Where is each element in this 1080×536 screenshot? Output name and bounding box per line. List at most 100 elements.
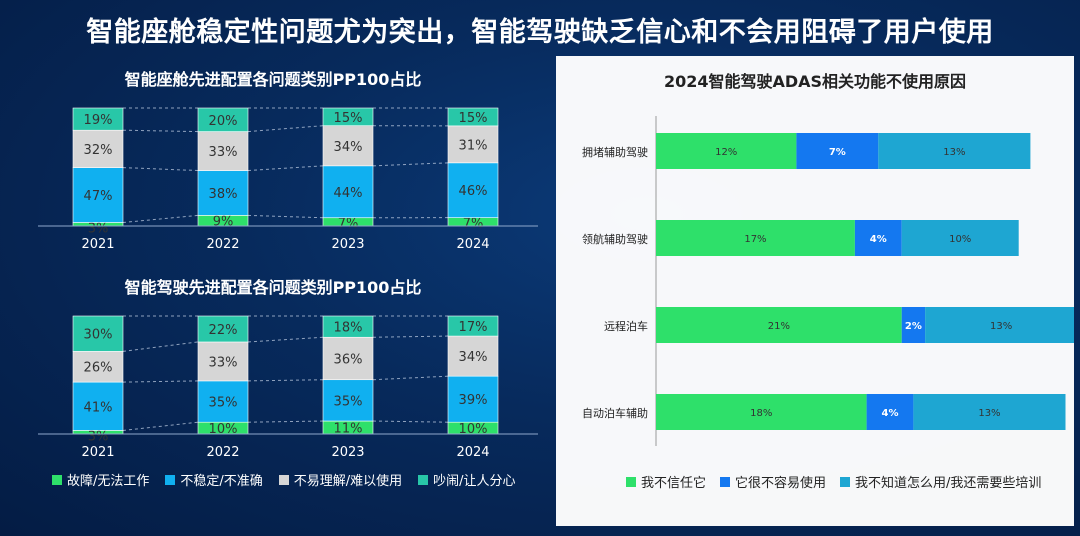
cockpit-connector-line — [247, 214, 324, 219]
legend-label: 不易理解/难以使用 — [293, 474, 403, 489]
adas-stacked-bar-chart: 3% 41% 26% 30% 2021 10% 35% 33% 22% 2022 11% 35% 36%… — [38, 315, 538, 460]
cockpit-connector-line — [247, 165, 324, 172]
cockpit-bar-segment — [72, 107, 124, 131]
legend-swatch — [165, 474, 176, 485]
cockpit-bar-segment — [447, 107, 499, 127]
reasons-bar-segment — [866, 394, 914, 430]
adas-connector-line — [247, 379, 324, 382]
left-panel: 智能座舱先进配置各问题类别PP100占比 3% 47% 32% 19% 2021 9% 38… — [8, 56, 538, 526]
adas-data-label: 22% — [209, 323, 238, 338]
adas-bar-segment — [197, 341, 249, 382]
adas-connector-line — [372, 420, 449, 423]
legend-swatch — [720, 476, 731, 487]
reasons-bar-segment — [878, 133, 1031, 169]
legend-label: 不稳定/不准确 — [180, 474, 263, 489]
legend-swatch — [52, 474, 62, 485]
adas-data-label: 11% — [334, 422, 363, 437]
cockpit-connector-line — [372, 162, 449, 167]
reasons-bar-segment — [913, 394, 1066, 430]
reasons-data-label: 12% — [715, 147, 737, 158]
reasons-data-label: 17% — [744, 234, 766, 245]
reasons-bar-segment — [656, 220, 855, 256]
adas-data-label: 3% — [88, 429, 109, 444]
legend-item-dont-know: 我不知道怎么用/我还需要些培训 — [840, 472, 1041, 491]
cockpit-data-label: 20% — [209, 114, 238, 129]
adas-data-label: 39% — [459, 393, 488, 408]
adas-data-label: 33% — [209, 355, 238, 370]
legend-item-fault: 故障/无法工作 — [52, 470, 149, 489]
cockpit-connector-line — [122, 214, 199, 223]
legend-swatch — [418, 474, 429, 485]
reasons-bar-segment — [854, 220, 902, 256]
cockpit-data-label: 9% — [213, 215, 234, 230]
legend-label: 故障/无法工作 — [67, 474, 150, 489]
legend-swatch — [840, 476, 851, 487]
adas-data-label: 30% — [84, 328, 113, 343]
adas-data-label: 41% — [84, 400, 113, 415]
adas-data-label: 26% — [84, 361, 113, 376]
reasons-bar-segment — [656, 394, 867, 430]
reasons-bar-segment — [925, 307, 1074, 343]
adas-connector-line — [372, 375, 449, 381]
cockpit-x-tick-label: 2023 — [331, 237, 364, 252]
cockpit-data-label: 7% — [338, 217, 359, 232]
adas-connector-line — [122, 380, 199, 383]
adas-x-tick-label: 2021 — [81, 445, 114, 460]
reasons-bar-segment — [901, 220, 1019, 256]
adas-connector-line — [372, 335, 449, 338]
cockpit-data-label: 7% — [463, 217, 484, 232]
adas-x-tick-label: 2023 — [331, 445, 364, 460]
reasons-data-label: 21% — [768, 321, 790, 332]
reasons-data-label: 4% — [870, 234, 887, 245]
reasons-horizontal-bar-chart: 拥堵辅助驾驶 12% 7% 13% 领航辅助驾驶 17% 4% 10% 远程泊车 21% 2% 13%… — [582, 116, 1074, 446]
legend-item-unstable: 不稳定/不准确 — [165, 470, 263, 489]
adas-data-label: 35% — [334, 394, 363, 409]
cockpit-chart-title: 智能座舱先进配置各问题类别PP100占比 — [124, 70, 422, 89]
reasons-bar-segment — [901, 307, 926, 343]
cockpit-x-tick-label: 2024 — [456, 237, 489, 252]
adas-bar-segment — [322, 336, 374, 381]
adas-x-tick-label: 2022 — [206, 445, 239, 460]
cockpit-stacked-bar-chart: 3% 47% 32% 19% 2021 9% 38% 33% 20% 2022 7% 44% 34% 15… — [38, 107, 538, 252]
reasons-data-label: 10% — [949, 234, 971, 245]
cockpit-bar-segment — [447, 125, 499, 164]
reasons-bar-segment — [796, 133, 879, 169]
adas-data-label: 36% — [334, 352, 363, 367]
cockpit-bar-segment — [72, 129, 124, 168]
cockpit-connector-line — [122, 167, 199, 172]
adas-data-label: 35% — [209, 396, 238, 411]
cockpit-x-tick-label: 2021 — [81, 237, 114, 252]
adas-x-tick-label: 2024 — [456, 445, 489, 460]
legend-item-distrust: 我不信任它 — [626, 472, 706, 491]
cockpit-data-label: 3% — [88, 221, 109, 236]
cockpit-data-label: 19% — [84, 113, 113, 128]
reasons-data-label: 13% — [978, 408, 1000, 419]
cockpit-data-label: 33% — [209, 145, 238, 160]
cockpit-data-label: 47% — [84, 189, 113, 204]
reasons-data-label: 7% — [829, 147, 846, 158]
reasons-data-label: 18% — [750, 408, 772, 419]
cockpit-bar-segment — [197, 107, 249, 132]
cockpit-bar-segment — [447, 162, 499, 218]
legend-swatch — [626, 476, 636, 487]
adas-connector-line — [122, 421, 199, 431]
cockpit-bar-segment — [72, 167, 124, 223]
right-panel: 2024智能驾驶ADAS相关功能不使用原因 拥堵辅助驾驶 12% 7% 13% 领航辅助… — [556, 56, 1074, 526]
adas-data-label: 18% — [334, 321, 363, 336]
cockpit-connector-line — [247, 125, 324, 133]
cockpit-data-label: 15% — [334, 111, 363, 126]
right-legend: 我不信任它 它很不容易使用 我不知道怎么用/我还需要些培训 — [626, 472, 1041, 491]
adas-bar-segment — [447, 335, 499, 377]
reasons-data-label: 2% — [905, 321, 922, 332]
reasons-y-tick-label: 拥堵辅助驾驶 — [582, 145, 648, 159]
legend-item-noisy: 吵闹/让人分心 — [418, 470, 516, 489]
adas-connector-line — [247, 420, 324, 423]
left-legend: 故障/无法工作 不稳定/不准确 不易理解/难以使用 吵闹/让人分心 — [52, 470, 516, 489]
cockpit-data-label: 15% — [459, 111, 488, 126]
cockpit-data-label: 31% — [459, 138, 488, 153]
adas-bar-segment — [197, 315, 249, 343]
reasons-bar-segment — [656, 307, 902, 343]
reasons-data-label: 4% — [882, 408, 899, 419]
cockpit-data-label: 34% — [334, 140, 363, 155]
adas-bar-segment — [447, 375, 499, 423]
